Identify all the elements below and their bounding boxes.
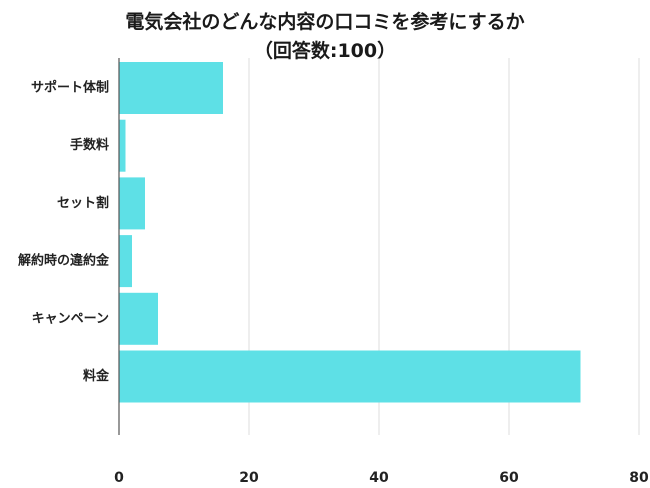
category-label: 解約時の違約金 (17, 253, 110, 269)
x-tick-label: 60 (499, 470, 519, 486)
bar (119, 177, 145, 230)
chart-title: 電気会社のどんな内容の口コミを参考にするか （回答数:100） (0, 8, 650, 66)
category-label: サポート体制 (31, 80, 109, 96)
category-label: セット割 (57, 195, 109, 211)
bar (119, 235, 132, 288)
category-label: 手数料 (70, 137, 109, 153)
category-label: 料金 (83, 368, 110, 384)
bar (119, 62, 223, 114)
bar (119, 119, 126, 172)
bar (119, 292, 158, 345)
chart-subtitle: （回答数:100） (253, 40, 397, 62)
x-tick-label: 20 (239, 470, 259, 486)
x-tick-label: 40 (369, 470, 389, 486)
category-label: キャンペーン (32, 311, 109, 326)
bar (119, 350, 581, 403)
x-tick-label: 80 (629, 470, 649, 486)
x-tick-label: 0 (114, 470, 124, 486)
chart-title-main: 電気会社のどんな内容の口コミを参考にするか (125, 11, 525, 33)
